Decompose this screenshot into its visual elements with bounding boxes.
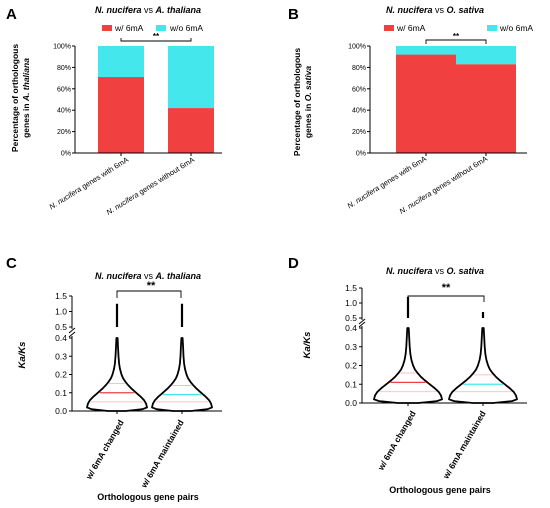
y-axis-label: Percentage of orthologousgenes in O. sat… bbox=[292, 48, 313, 156]
panel-letter-a: A bbox=[6, 6, 17, 23]
legend: w/ 6mA w/o 6mA bbox=[384, 23, 533, 33]
x-tick-label: w/ 6mA maintained bbox=[440, 409, 488, 481]
panel-a: A N. nucifera vs A. thaliana w/ 6mA w/o … bbox=[6, 5, 222, 217]
x-tick-labels: w/ 6mA changed w/ 6mA maintained bbox=[375, 409, 488, 481]
y-tick-label: 20% bbox=[352, 129, 366, 136]
significance-bracket: ** bbox=[116, 280, 182, 298]
axis-break-mark bbox=[358, 318, 366, 328]
legend-swatch-w6ma bbox=[384, 25, 394, 31]
x-axis-label: Orthologous gene pairs bbox=[97, 492, 199, 502]
significance-label: ** bbox=[442, 282, 451, 294]
y-tick-label: 0.4 bbox=[55, 333, 67, 343]
y-tick-label: 0.5 bbox=[345, 313, 357, 323]
bar-w6ma bbox=[396, 54, 456, 154]
x-tick-label: w/ 6mA changed bbox=[83, 418, 126, 482]
panel-d: D N. nucifera vs O. sativa ** 0.00.10.20… bbox=[288, 255, 527, 495]
legend-label-w6ma: w/ 6mA bbox=[396, 23, 426, 33]
panel-letter-c: C bbox=[6, 255, 17, 272]
panel-b-title: N. nucifera vs O. sativa bbox=[386, 5, 484, 15]
y-axis: 0% 20% 40% 60% 80% 100% bbox=[53, 44, 222, 158]
y-tick-label: 0.3 bbox=[55, 351, 67, 361]
violins bbox=[373, 297, 518, 404]
y-axis-label: Ka/Ks bbox=[302, 332, 313, 359]
panel-b: B N. nucifera vs O. sativa w/ 6mA w/o 6m… bbox=[288, 5, 533, 216]
y-tick-label: 100% bbox=[53, 44, 71, 51]
y-tick-label: 0.3 bbox=[345, 342, 357, 352]
significance-bracket: ** bbox=[120, 32, 192, 42]
bar-wo6ma bbox=[396, 46, 456, 55]
violin-body bbox=[151, 337, 213, 412]
panel-letter-b: B bbox=[288, 6, 299, 23]
x-tick-labels: N. nucifera genes with 6mA N. nucifera g… bbox=[345, 154, 489, 216]
axis-break-mark bbox=[68, 327, 76, 338]
y-tick-label: 0.1 bbox=[345, 379, 357, 389]
y-tick-label: 0% bbox=[356, 151, 366, 158]
legend-swatch-wo6ma bbox=[487, 25, 497, 31]
y-tick-label: 40% bbox=[57, 108, 71, 115]
y-axis-label: Ka/Ks bbox=[17, 342, 28, 369]
y-tick-label: 0.4 bbox=[345, 323, 357, 333]
y-tick-label: 80% bbox=[57, 65, 71, 72]
violin-body bbox=[86, 337, 148, 412]
panel-c: C N. nucifera vs A. thaliana ** 0.00.10.… bbox=[6, 255, 222, 502]
violin-body bbox=[373, 327, 443, 404]
legend-swatch-wo6ma bbox=[156, 25, 166, 31]
x-tick-label: w/ 6mA changed bbox=[375, 409, 418, 473]
bar-w6ma bbox=[168, 108, 214, 153]
y-tick-label: 0.1 bbox=[55, 388, 67, 398]
y-tick-label: 0.2 bbox=[345, 361, 357, 371]
x-tick-label: w/ 6mA maintained bbox=[138, 418, 186, 490]
y-tick-label: 1.0 bbox=[345, 298, 357, 308]
y-tick-label: 60% bbox=[57, 86, 71, 93]
panel-d-title: N. nucifera vs O. sativa bbox=[386, 266, 484, 276]
violins bbox=[86, 303, 213, 412]
significance-bracket: ** bbox=[407, 282, 485, 302]
y-tick-label: 0% bbox=[61, 151, 71, 158]
legend-label-wo6ma: w/o 6mA bbox=[169, 23, 203, 33]
significance-label: ** bbox=[153, 32, 160, 41]
y-tick-label: 1.0 bbox=[55, 307, 67, 317]
y-tick-label: 0.2 bbox=[55, 370, 67, 380]
y-tick-label: 100% bbox=[348, 44, 366, 51]
y-tick-label: 0.0 bbox=[345, 398, 357, 408]
y-axis: 0.0 0.1 0.2 0.3 0.40.5 1.0 1.5 bbox=[55, 291, 222, 416]
legend-label-wo6ma: w/o 6mA bbox=[499, 23, 533, 33]
x-axis-label: Orthologous gene pairs bbox=[389, 485, 491, 495]
y-tick-label: 0.5 bbox=[55, 322, 67, 332]
bar-wo6ma bbox=[98, 46, 144, 78]
y-tick-label: 0.0 bbox=[55, 406, 67, 416]
y-tick-label: 20% bbox=[57, 129, 71, 136]
legend: w/ 6mA w/o 6mA bbox=[102, 23, 203, 33]
x-tick-labels: N. nucifera genes with 6mA N. nucifera g… bbox=[47, 155, 196, 217]
significance-label: ** bbox=[147, 280, 156, 292]
significance-bracket: ** bbox=[425, 32, 487, 44]
bar-wo6ma bbox=[456, 46, 516, 65]
panel-letter-d: D bbox=[288, 255, 299, 272]
y-tick-label: 80% bbox=[352, 65, 366, 72]
y-tick-label: 1.5 bbox=[55, 291, 67, 301]
bar-w6ma bbox=[456, 64, 516, 153]
y-tick-label: 40% bbox=[352, 108, 366, 115]
bar-w6ma bbox=[98, 77, 144, 153]
y-tick-label: 1.5 bbox=[345, 283, 357, 293]
x-tick-labels: w/ 6mA changed w/ 6mA maintained bbox=[83, 418, 186, 490]
panel-c-title: N. nucifera vs A. thaliana bbox=[95, 271, 201, 281]
bar-wo6ma bbox=[168, 46, 214, 109]
bar-stacks bbox=[98, 46, 214, 153]
y-axis-label: Percentage of orthologousgenes in A. tha… bbox=[10, 44, 31, 152]
panel-a-title: N. nucifera vs A. thaliana bbox=[95, 5, 201, 15]
bar-stacks bbox=[396, 46, 516, 154]
legend-label-w6ma: w/ 6mA bbox=[114, 23, 144, 33]
legend-swatch-w6ma bbox=[102, 25, 112, 31]
significance-label: ** bbox=[453, 32, 460, 41]
y-tick-label: 60% bbox=[352, 86, 366, 93]
y-axis: 0% 20% 40% 60% 80% 100% bbox=[348, 44, 527, 158]
y-axis: 0.0 0.1 0.2 0.3 0.40.5 1.0 1.5 bbox=[345, 283, 527, 408]
